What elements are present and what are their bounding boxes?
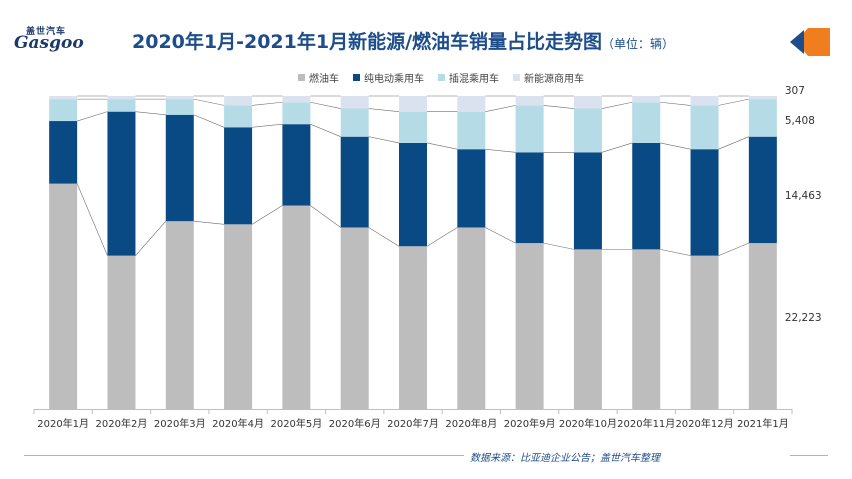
bar-fuel-8 xyxy=(457,227,486,409)
bar-fuel-5 xyxy=(282,205,311,409)
bar-ev-7 xyxy=(399,142,427,247)
legend-label-phev: 插混乘用车 xyxy=(449,74,499,85)
bar-fuel-9 xyxy=(515,243,544,409)
bar-commercial-10 xyxy=(573,96,602,109)
bar-fuel-13 xyxy=(748,243,777,409)
bar-fuel-10 xyxy=(573,249,602,409)
bar-commercial-12 xyxy=(690,96,719,106)
bar-commercial-11 xyxy=(632,96,661,103)
bar-commercial-8 xyxy=(457,96,486,112)
data-label-phev: 5,408 xyxy=(785,115,815,127)
x-tick-label: 2020年12月 xyxy=(675,417,733,430)
bar-ev-3 xyxy=(165,114,194,222)
bar-fuel-1 xyxy=(49,183,78,409)
chart-legend: 燃油车 纯电动乘用车 插混乘用车 新能源商用车 xyxy=(298,70,584,85)
bar-commercial-6 xyxy=(340,96,369,109)
bar-ev-13 xyxy=(748,136,777,244)
legend-item-fuel: 燃油车 xyxy=(298,70,339,85)
bar-ev-8 xyxy=(457,149,486,228)
x-tick-label: 2020年7月 xyxy=(387,417,439,430)
x-tick-label: 2020年10月 xyxy=(559,417,617,430)
bar-ev-1 xyxy=(49,121,78,184)
bar-fuel-7 xyxy=(399,246,427,409)
bar-commercial-4 xyxy=(224,96,253,106)
x-tick-label: 2020年6月 xyxy=(329,417,381,430)
bar-phev-2 xyxy=(107,99,136,112)
legend-swatch-ev xyxy=(353,74,360,81)
gasgoo-logo: 盖世汽车 Gasgoo xyxy=(14,24,94,58)
data-label-commercial: 307 xyxy=(785,85,805,97)
legend-item-commercial: 新能源商用车 xyxy=(513,70,584,85)
x-tick-label: 2020年2月 xyxy=(96,417,148,430)
bar-phev-12 xyxy=(690,105,719,150)
x-tick-label: 2021年1月 xyxy=(737,417,789,430)
bar-commercial-2 xyxy=(107,96,136,100)
chart-title: 2020年1月-2021年1月新能源/燃油车销量占比走势图 xyxy=(132,31,603,53)
page-title: 2020年1月-2021年1月新能源/燃油车销量占比走势图（单位：辆） xyxy=(132,27,674,54)
x-tick-label: 2020年5月 xyxy=(270,417,322,430)
legend-item-ev: 纯电动乘用车 xyxy=(353,70,424,85)
legend-label-commercial: 新能源商用车 xyxy=(524,74,584,85)
footer-divider-right xyxy=(790,455,828,456)
bar-fuel-3 xyxy=(165,221,194,409)
bar-phev-7 xyxy=(399,111,427,143)
bar-commercial-3 xyxy=(165,96,194,100)
bar-ev-11 xyxy=(632,142,661,250)
bar-phev-6 xyxy=(340,108,369,137)
bar-ev-2 xyxy=(107,111,136,256)
bar-phev-10 xyxy=(573,108,602,153)
bar-ev-10 xyxy=(573,152,602,250)
data-source: 数据来源：比亚迪企业公告；盖世汽车整理 xyxy=(470,453,660,464)
bar-phev-3 xyxy=(165,99,194,115)
orange-arrow-shape xyxy=(796,28,830,56)
x-tick-label: 2020年11月 xyxy=(617,417,675,430)
x-tick-label: 2020年3月 xyxy=(154,417,206,430)
bar-fuel-11 xyxy=(632,249,661,409)
legend-label-fuel: 燃油车 xyxy=(309,74,339,85)
arrow-deco-icon xyxy=(790,28,830,56)
bar-phev-11 xyxy=(632,102,661,143)
bar-commercial-9 xyxy=(515,96,544,106)
bar-commercial-13 xyxy=(748,96,777,100)
logo-en-text: Gasgoo xyxy=(14,33,84,53)
legend-swatch-phev xyxy=(438,74,445,81)
bar-phev-8 xyxy=(457,111,486,150)
bar-ev-4 xyxy=(224,127,253,225)
bar-phev-13 xyxy=(748,99,777,137)
bar-commercial-7 xyxy=(399,96,427,112)
blue-arrow-shape xyxy=(790,30,804,54)
bar-fuel-12 xyxy=(690,255,719,409)
bar-phev-9 xyxy=(515,105,544,153)
legend-swatch-fuel xyxy=(298,74,305,81)
data-label-fuel: 22,223 xyxy=(785,312,822,324)
logo-cn-text: 盖世汽车 xyxy=(26,27,67,37)
connector-line-phev xyxy=(77,98,749,112)
legend-swatch-commercial xyxy=(513,74,520,81)
bar-ev-6 xyxy=(340,136,369,228)
legend-label-ev: 纯电动乘用车 xyxy=(364,74,424,85)
bar-fuel-2 xyxy=(107,255,136,409)
x-tick-label: 2020年1月 xyxy=(37,417,89,430)
bar-ev-5 xyxy=(282,124,311,206)
bar-ev-9 xyxy=(515,152,544,244)
bar-commercial-1 xyxy=(49,96,78,100)
bar-ev-12 xyxy=(690,149,719,256)
unit-label: （单位：辆） xyxy=(602,37,675,51)
x-tick-label: 2020年8月 xyxy=(445,417,497,430)
bar-phev-4 xyxy=(224,105,253,128)
data-label-ev: 14,463 xyxy=(785,190,822,202)
legend-item-phev: 插混乘用车 xyxy=(438,70,499,85)
x-tick-label: 2020年4月 xyxy=(212,417,264,430)
bar-phev-5 xyxy=(282,102,311,125)
bar-phev-1 xyxy=(49,99,78,122)
connector-line-ev xyxy=(77,111,749,153)
connector-line-fuel xyxy=(76,183,749,256)
bar-commercial-5 xyxy=(282,96,311,103)
bar-fuel-6 xyxy=(340,227,369,409)
bar-fuel-4 xyxy=(224,224,253,409)
footer-divider-left xyxy=(24,455,464,456)
x-tick-label: 2020年9月 xyxy=(504,417,556,430)
